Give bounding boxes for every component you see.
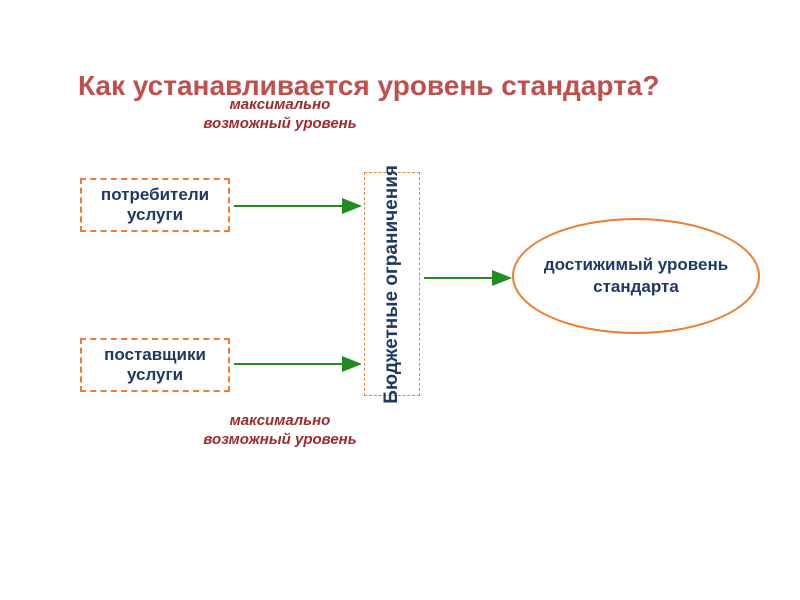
edge-label-bottom: максимально возможный уровень (200, 412, 360, 450)
node-consumers-label: потребители услуги (88, 185, 222, 226)
node-result: достижимый уровень стандарта (512, 218, 760, 334)
node-result-label: достижимый уровень стандарта (528, 254, 744, 298)
node-suppliers-label: поставщики услуги (88, 345, 222, 386)
node-suppliers: поставщики услуги (80, 338, 230, 392)
node-consumers: потребители услуги (80, 178, 230, 232)
node-constraints-label: Бюджетные ограничения (381, 165, 404, 404)
node-constraints: Бюджетные ограничения (364, 172, 420, 396)
edge-label-top: максимально возможный уровень (200, 96, 360, 134)
page-title: Как устанавливается уровень стандарта? (78, 68, 659, 103)
